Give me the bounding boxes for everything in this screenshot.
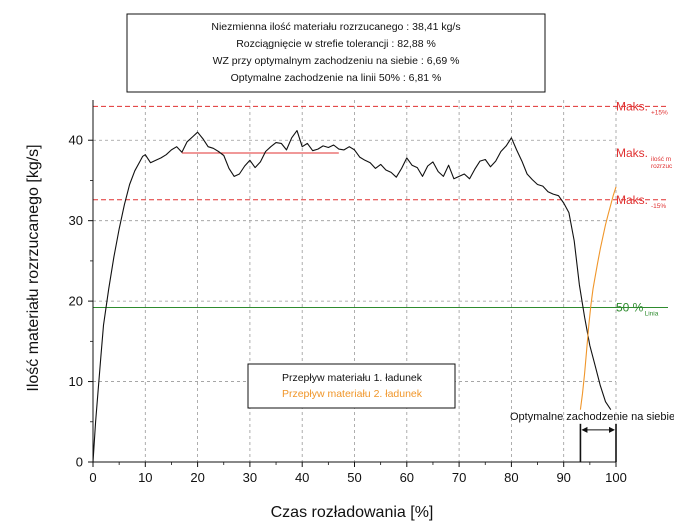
axes: 0 10 20 30 40 50 60 70 80 90 100 0 10 20 30 40	[69, 100, 627, 485]
info-line-4: Optymalne zachodzenie na linii 50% : 6,8…	[231, 72, 442, 84]
info-box-frame	[126, 13, 546, 93]
info-line-3: WZ przy optymalnym zachodzeniu na siebie…	[213, 55, 460, 67]
series-line-1	[92, 130, 612, 463]
y-tick-label: 10	[69, 374, 83, 389]
x-tick-label: 0	[89, 470, 96, 485]
x-tick-label: 50	[347, 470, 361, 485]
reference-label-3: Maks.	[616, 193, 648, 207]
overlap-label: Optymalne zachodzenie na siebie	[510, 411, 674, 423]
reference-sublabel-4: Linia	[645, 311, 659, 318]
reference-label-1: Maks.	[616, 99, 648, 113]
reference-lines	[93, 105, 668, 309]
y-tick-label: 20	[69, 294, 83, 309]
y-tick-label: 30	[69, 213, 83, 228]
x-tick-label: 10	[138, 470, 152, 485]
x-tick-label: 30	[243, 470, 257, 485]
x-tick-label: 70	[452, 470, 466, 485]
series-line-2	[579, 186, 617, 410]
reference-sublabel-2: ilość m	[651, 156, 671, 163]
reference-label-2: Maks.	[616, 146, 648, 160]
y-axis-title: Ilość materiału rozrzucanego [kg/s]	[25, 144, 42, 391]
info-line-1: Niezmienna ilość materiału rozrzucanego …	[211, 21, 460, 33]
reference-label-4: 50 %	[616, 301, 644, 315]
x-tick-label: 40	[295, 470, 309, 485]
info-box: Niezmienna ilość materiału rozrzucanego …	[126, 13, 546, 93]
info-line-2: Rozciągnięcie w strefie tolerancji : 82,…	[236, 38, 436, 50]
x-tick-label: 100	[605, 470, 627, 485]
overlap-arrow-head-left	[581, 426, 588, 433]
legend-entry-2: Przepływ materiału 2. ładunek	[282, 388, 423, 400]
x-axis-title: Czas rozładowania [%]	[271, 504, 434, 521]
x-tick-label: 60	[400, 470, 414, 485]
reference-sublabel-2: rozrzuc	[651, 163, 673, 170]
x-tick-label: 20	[190, 470, 204, 485]
x-tick-label: 90	[556, 470, 570, 485]
reference-sublabel-1: +15%	[651, 109, 668, 116]
y-tick-label: 0	[76, 455, 83, 470]
legend: Przepływ materiału 1. ładunek Przepływ m…	[247, 363, 456, 409]
overlap-arrow-head-right	[609, 426, 615, 433]
reference-sublabel-3: -15%	[651, 203, 666, 210]
legend-entry-1: Przepływ materiału 1. ładunek	[282, 372, 423, 384]
x-tick-label: 80	[504, 470, 518, 485]
overlap-annotation: Optymalne zachodzenie na siebie	[510, 411, 674, 462]
y-tick-label: 40	[69, 133, 83, 148]
series-layer	[92, 130, 617, 463]
legend-frame	[247, 363, 456, 409]
